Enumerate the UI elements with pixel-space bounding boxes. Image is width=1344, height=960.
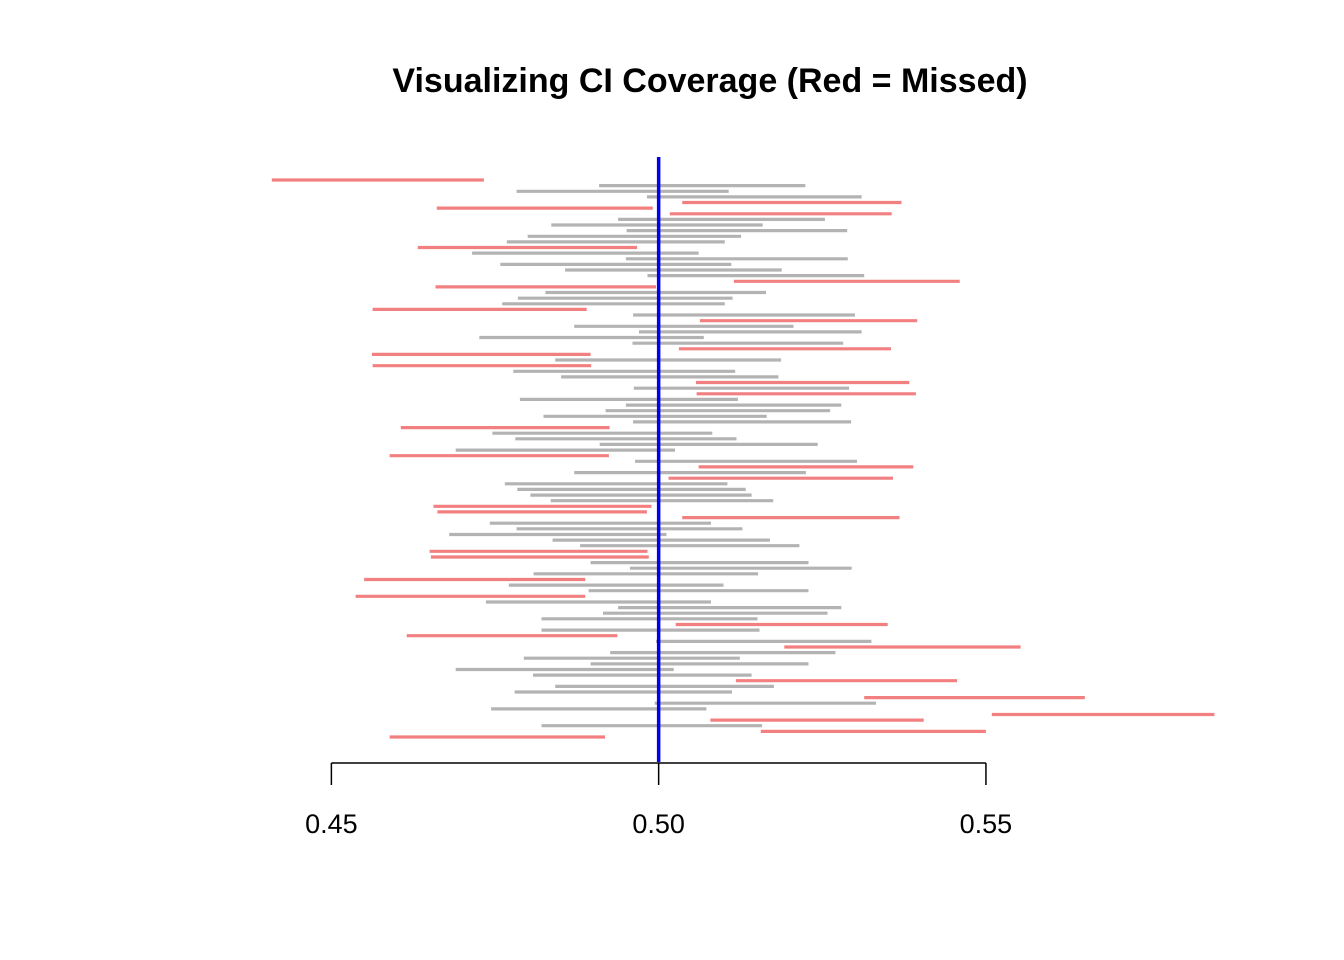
chart-title: Visualizing CI Coverage (Red = Missed) [392, 62, 1027, 100]
interval-series [271, 178, 1215, 739]
x-axis-tick-label: 0.50 [632, 809, 685, 839]
x-axis-tick-label: 0.45 [305, 809, 358, 839]
x-axis: 0.45 0.50 0.55 [305, 762, 1013, 839]
x-axis-tick-label: 0.55 [960, 809, 1013, 839]
